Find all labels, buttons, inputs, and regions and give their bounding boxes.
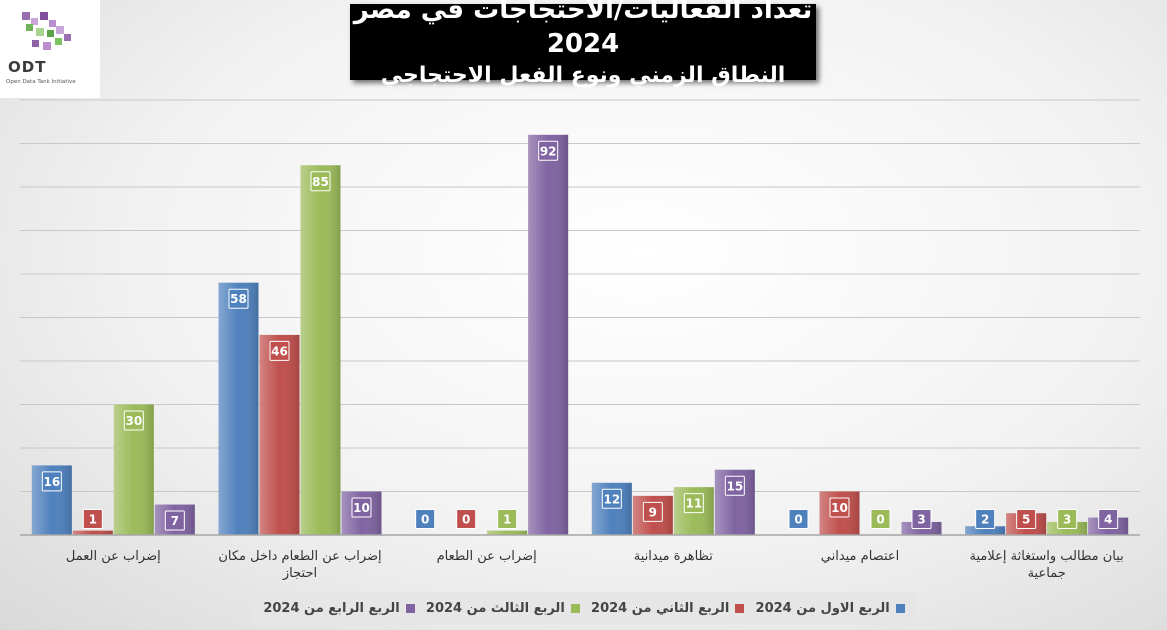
bars: 16 1 30 7 58 46 85 10 0 0 1 92 12 9 11 15 0 10 0 3 2 5 3 4 <box>31 134 1129 536</box>
bar-gloss <box>259 334 300 535</box>
legend-swatch <box>405 603 415 613</box>
data-label-box <box>228 288 249 309</box>
data-label: 10 <box>353 501 370 515</box>
legend: الربع الاول من 2024 الربع الثاني من 2024 ا… <box>252 592 916 624</box>
category-label: إضراب عن العمل <box>66 549 161 564</box>
data-label-box <box>724 475 745 496</box>
legend-label: الربع الثالث من 2024 <box>425 600 565 616</box>
data-label-box <box>123 410 144 431</box>
legend-label: الربع الثاني من 2024 <box>591 600 730 616</box>
legend-swatch <box>895 603 905 613</box>
category-label: اعتصام ميداني <box>821 549 899 564</box>
data-label: 11 <box>685 497 702 511</box>
data-label-box <box>164 510 185 531</box>
chart-subtitle: النطاق الزمني ونوع الفعل الاحتجاجي <box>380 63 786 88</box>
legend-swatch <box>570 603 580 613</box>
data-label: 0 <box>794 513 802 527</box>
category-label: إضراب عن الطعام داخل مكان احتجاز <box>218 549 381 581</box>
data-label: 0 <box>421 513 429 527</box>
data-label-box <box>456 509 477 529</box>
legend-item: الربع الرابع من 2024 <box>263 600 415 616</box>
data-label-box <box>415 509 436 529</box>
data-label: 3 <box>1063 513 1071 527</box>
data-label: 15 <box>726 479 743 493</box>
legend-swatch <box>735 603 745 613</box>
legend-item: الربع الاول من 2024 <box>756 601 905 616</box>
legend-item: الربع الثاني من 2024 <box>591 600 745 616</box>
data-label-box <box>829 497 850 518</box>
data-label-box <box>911 509 932 529</box>
data-label: 4 <box>1104 513 1112 527</box>
data-label-box <box>642 501 663 522</box>
data-label-box <box>538 140 559 161</box>
data-label: 1 <box>503 513 511 527</box>
data-label: 0 <box>462 513 470 527</box>
data-label-box <box>351 497 372 518</box>
data-label-box <box>683 493 704 514</box>
data-label: 92 <box>540 144 557 158</box>
data-label: 1 <box>89 513 97 527</box>
bar-gloss <box>487 530 528 535</box>
data-label-box <box>975 509 996 529</box>
legend-item: الربع الثالث من 2024 <box>426 601 580 616</box>
legend-label: الربع الاول من 2024 <box>755 600 890 616</box>
data-label: 30 <box>125 414 142 428</box>
data-label: 9 <box>649 505 657 519</box>
data-label: 5 <box>1022 513 1030 527</box>
gridlines <box>20 99 1140 536</box>
cube-logo-icon <box>22 12 71 50</box>
bar-gloss <box>218 282 259 535</box>
data-label-box <box>788 509 809 529</box>
data-label: 2 <box>981 513 989 527</box>
chart-title-box: تعداد الفعاليات/الاحتجاجات في مصر 2024 ا… <box>350 0 816 88</box>
bar-gloss <box>300 165 341 535</box>
category-label: بيان مطالب واستغاثة إعلامية جماعية <box>970 549 1124 581</box>
category-labels: إضراب عن العمل إضراب عن الطعام داخل مكان ا… <box>66 549 1124 581</box>
data-label: 0 <box>876 513 884 527</box>
data-label: 16 <box>43 475 60 489</box>
data-label: 58 <box>230 292 247 306</box>
category-label: إضراب عن الطعام <box>437 549 537 564</box>
data-label-box <box>497 509 518 529</box>
bar-gloss <box>72 530 113 535</box>
data-label-box <box>1016 509 1037 529</box>
data-label: 10 <box>831 501 848 515</box>
odt-logo: ODT Open Data Tank Initiative <box>0 0 100 98</box>
data-label-box <box>870 509 891 529</box>
logo-text: ODT <box>8 58 47 76</box>
data-label-box <box>310 171 331 192</box>
bar-gloss <box>965 526 1006 535</box>
data-label-box <box>41 471 62 492</box>
legend-label: الربع الرابع من 2024 <box>263 600 400 616</box>
data-label: 12 <box>603 492 620 506</box>
chart-title: تعداد الفعاليات/الاحتجاجات في مصر 2024 <box>353 0 813 59</box>
data-label: 3 <box>917 513 925 527</box>
data-label: 7 <box>171 514 179 528</box>
data-label-box <box>601 488 622 509</box>
bar-gloss <box>528 134 569 536</box>
data-label: 46 <box>271 344 288 358</box>
data-label-box <box>82 509 103 529</box>
data-label-box <box>1057 509 1078 529</box>
logo-tagline: Open Data Tank Initiative <box>6 79 76 85</box>
data-label: 85 <box>312 175 329 189</box>
data-label-box <box>1098 509 1119 529</box>
data-label-box <box>269 340 290 361</box>
category-label: تظاهرة ميدانية <box>634 549 713 564</box>
